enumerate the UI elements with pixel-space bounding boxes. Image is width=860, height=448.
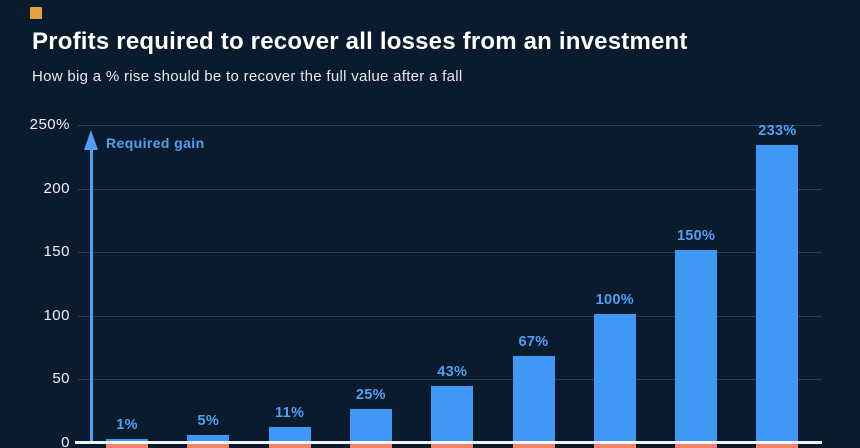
bar-value-label: 1%	[116, 417, 138, 433]
y-tick-label: 50	[52, 370, 70, 388]
gridline	[78, 315, 822, 317]
negative-bar	[431, 444, 474, 448]
y-tick-label: 150	[43, 243, 70, 261]
bar	[106, 439, 148, 442]
bar-value-label: 11%	[275, 405, 305, 421]
chart-title: Profits required to recover all losses f…	[32, 28, 688, 55]
bar-value-label: 43%	[437, 364, 468, 381]
gridline	[78, 188, 822, 190]
gridline	[78, 252, 822, 254]
negative-bar	[675, 444, 718, 448]
negative-bar	[187, 444, 230, 448]
bar-value-label: 150%	[676, 228, 716, 245]
y-axis-label: Required gain	[106, 135, 205, 151]
negative-bar	[349, 444, 392, 448]
bar-value-label: 5%	[197, 412, 220, 429]
bar	[268, 427, 311, 442]
negative-bar	[268, 444, 311, 448]
y-tick-label: 0	[61, 434, 70, 448]
bar	[593, 313, 636, 442]
negative-bar	[106, 444, 148, 448]
bar	[675, 250, 718, 442]
bar-value-label: 100%	[595, 291, 634, 308]
brand-mark-icon	[30, 7, 42, 19]
negative-bar	[593, 444, 636, 448]
bar-value-label: 233%	[758, 122, 797, 139]
y-axis-arrow-head-icon	[84, 130, 98, 150]
bar	[187, 434, 230, 442]
y-tick-label: 250%	[29, 116, 70, 133]
bar	[512, 355, 555, 442]
gridline	[78, 379, 822, 381]
bar	[756, 144, 799, 442]
bar-value-label: 25%	[355, 387, 386, 404]
y-tick-label: 200	[43, 179, 70, 197]
chart-subtitle: How big a % rise should be to recover th…	[32, 68, 463, 85]
bar	[349, 409, 392, 442]
y-tick-label: 100	[43, 306, 70, 324]
bar	[431, 386, 474, 442]
negative-bar	[512, 444, 555, 448]
negative-bar	[756, 444, 799, 448]
gridline	[78, 125, 822, 126]
bar-value-label: 67%	[518, 333, 549, 350]
y-axis-arrow-line-icon	[89, 149, 93, 441]
x-axis-line	[75, 441, 822, 444]
